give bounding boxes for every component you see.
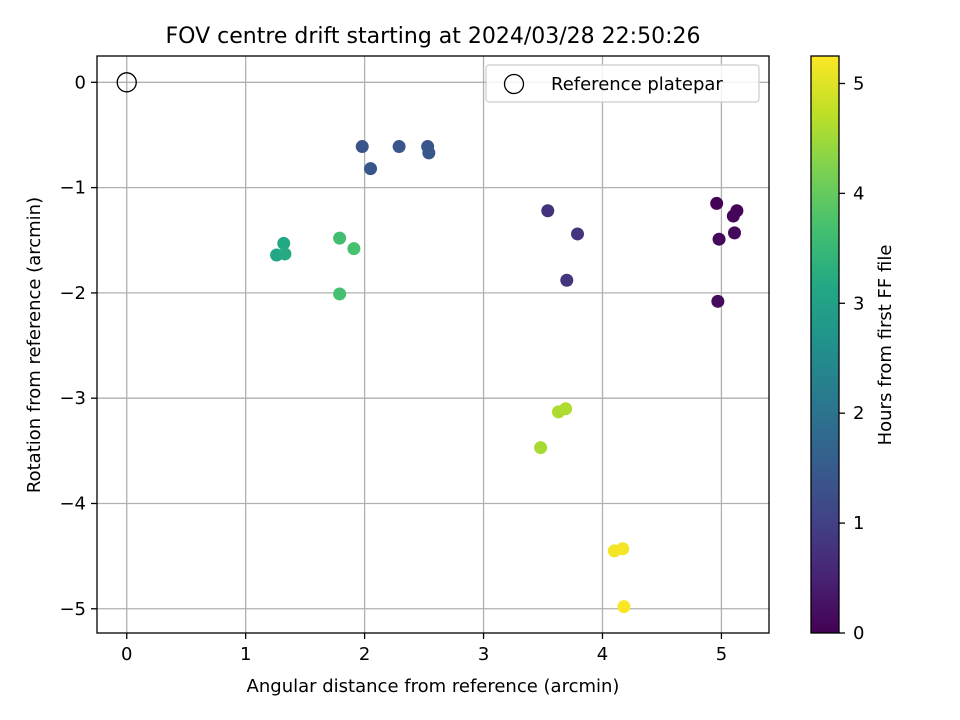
colorbar-tick-label: 0 (853, 623, 864, 644)
data-point (277, 236, 291, 250)
x-tick-label: 2 (359, 644, 370, 665)
data-point (541, 204, 555, 218)
colorbar-tick-label: 4 (853, 183, 864, 204)
data-point (333, 287, 347, 301)
reference-point (116, 72, 137, 93)
x-tick-label: 4 (597, 644, 608, 665)
y-tick-label: −4 (59, 493, 86, 514)
data-points (116, 72, 744, 614)
data-point (616, 542, 630, 556)
data-point (392, 140, 406, 154)
axis-ticks: 0 1 2 3 4 5 0 −1 −2 −3 −4 −5 (59, 72, 727, 665)
data-point (333, 231, 347, 245)
colorbar-tick-label: 2 (853, 403, 864, 424)
legend-entry: Reference platepar (551, 74, 723, 95)
data-point (534, 441, 548, 455)
data-point (422, 146, 436, 160)
x-tick-label: 5 (716, 644, 727, 665)
colorbar-label: Hours from first FF file (875, 245, 896, 446)
data-point (710, 196, 724, 210)
colorbar-gradient (811, 56, 839, 633)
legend: Reference platepar (485, 64, 760, 103)
colorbar-tick-label: 1 (853, 513, 864, 534)
data-point (617, 600, 631, 614)
data-point (711, 294, 725, 308)
grid (97, 56, 769, 633)
x-tick-label: 0 (121, 644, 132, 665)
y-tick-label: −1 (59, 178, 86, 199)
data-point (712, 232, 726, 246)
data-point (347, 242, 361, 256)
y-tick-label: 0 (75, 72, 86, 93)
x-axis-label: Angular distance from reference (arcmin) (247, 676, 620, 697)
y-axis-label: Rotation from reference (arcmin) (24, 197, 45, 493)
data-point (571, 227, 585, 241)
data-point (560, 273, 574, 287)
y-tick-label: −3 (59, 388, 86, 409)
data-point (355, 140, 369, 154)
legend-marker-open-circle (503, 73, 525, 95)
data-point (726, 209, 740, 223)
plot-frame (96, 55, 770, 634)
data-point (559, 402, 573, 416)
chart-title: FOV centre drift starting at 2024/03/28 … (166, 24, 701, 49)
x-tick-label: 3 (478, 644, 489, 665)
data-point (728, 226, 742, 240)
colorbar-ticks: 0 1 2 3 4 5 (839, 73, 864, 644)
colorbar: 0 1 2 3 4 5 Hours from first FF file (810, 55, 896, 644)
colorbar-tick-label: 5 (853, 73, 864, 94)
data-point (278, 247, 292, 261)
y-tick-label: −2 (59, 283, 86, 304)
x-tick-label: 1 (240, 644, 251, 665)
data-point (364, 162, 378, 176)
colorbar-tick-label: 3 (853, 293, 864, 314)
y-tick-label: −5 (59, 599, 86, 620)
